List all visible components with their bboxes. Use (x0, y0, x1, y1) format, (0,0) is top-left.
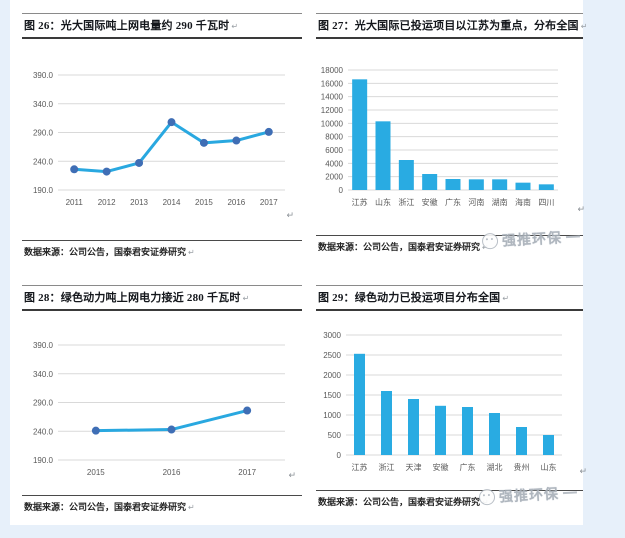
paragraph-return-icon: ↵ (579, 467, 587, 477)
svg-text:广东: 广东 (445, 197, 461, 207)
figure-27-source: 数据来源：公司公告，国泰君安证券研究 ↵ (316, 235, 583, 253)
svg-text:2015: 2015 (87, 468, 105, 477)
source-label: 数据来源：公司公告，国泰君安证券研究 (24, 502, 187, 512)
source-label: 数据来源：公司公告，国泰君安证券研究 (318, 242, 481, 252)
document-paper: 图 26：光大国际吨上网电量约 290 千瓦时 ↵ 190.0 240.0 290.0… (10, 0, 587, 525)
svg-text:18000: 18000 (321, 66, 344, 75)
svg-text:2000: 2000 (325, 173, 343, 182)
svg-text:2000: 2000 (323, 371, 341, 380)
svg-text:2500: 2500 (323, 351, 341, 360)
svg-text:天津: 天津 (406, 462, 422, 472)
figure-29-title-text: 图 29：绿色动力已投运项目分布全国 (318, 292, 501, 304)
svg-text:2017: 2017 (260, 198, 278, 207)
svg-text:湖北: 湖北 (487, 463, 503, 472)
svg-text:4000: 4000 (325, 159, 343, 168)
svg-text:山东: 山东 (541, 462, 557, 472)
figure-28: 图 28：绿色动力吨上网电力接近 280 千瓦时 ↵ 190.0 240.0 290.… (22, 285, 302, 515)
paragraph-return-icon: ↵ (580, 22, 588, 31)
svg-text:安徽: 安徽 (433, 462, 449, 472)
svg-text:江苏: 江苏 (352, 197, 368, 207)
svg-text:190.0: 190.0 (33, 456, 54, 465)
svg-text:2014: 2014 (163, 198, 181, 207)
line-chart-fig28: 190.0 240.0 290.0 340.0 390.0 2015 2016 2017 (22, 335, 300, 490)
figure-26-title-text: 图 26：光大国际吨上网电量约 290 千瓦时 (24, 20, 230, 32)
figure-27-title-text: 图 27：光大国际已投运项目以江苏为重点，分布全国 (318, 20, 579, 32)
line-chart-fig26: 190.0 240.0 290.0 340.0 390.0 2011 2012 2013 201… (22, 65, 300, 220)
chart-svg: 0 2000 4000 6000 8000 10000 12000 14000 16000 180… (321, 66, 558, 207)
svg-text:安徽: 安徽 (422, 197, 438, 207)
svg-text:290.0: 290.0 (33, 129, 54, 138)
svg-text:340.0: 340.0 (33, 100, 54, 109)
svg-text:江苏: 江苏 (352, 462, 368, 472)
figure-27-title: 图 27：光大国际已投运项目以江苏为重点，分布全国 ↵ (316, 13, 587, 39)
svg-text:0: 0 (337, 451, 342, 460)
svg-text:贵州: 贵州 (514, 462, 530, 472)
svg-text:290.0: 290.0 (33, 399, 54, 408)
svg-text:1000: 1000 (323, 411, 341, 420)
svg-text:2016: 2016 (227, 198, 245, 207)
svg-text:10000: 10000 (321, 119, 344, 128)
svg-text:16000: 16000 (321, 79, 344, 88)
bar-chart-fig27: 0 2000 4000 6000 8000 10000 12000 14000 16000 180… (316, 62, 581, 219)
paragraph-return-icon: ↵ (242, 294, 250, 303)
figure-28-title-text: 图 28：绿色动力吨上网电力接近 280 千瓦时 (24, 292, 241, 304)
figure-26: 图 26：光大国际吨上网电量约 290 千瓦时 ↵ 190.0 240.0 290.0… (22, 13, 302, 260)
svg-text:湖南: 湖南 (492, 197, 508, 207)
figure-27: 图 27：光大国际已投运项目以江苏为重点，分布全国 ↵ 0 2000 4000 6000… (316, 13, 587, 254)
figure-28-title: 图 28：绿色动力吨上网电力接近 280 千瓦时 ↵ (22, 285, 302, 311)
paragraph-return-icon: ↵ (188, 248, 195, 257)
paragraph-return-icon: ↵ (577, 205, 585, 215)
chart-svg: 190.0 240.0 290.0 340.0 390.0 2011 2012 2013 201… (33, 71, 285, 207)
svg-text:2015: 2015 (195, 198, 213, 207)
svg-text:广东: 广东 (460, 462, 476, 472)
paragraph-return-icon: ↵ (502, 294, 510, 303)
svg-text:0: 0 (339, 186, 344, 195)
svg-text:500: 500 (328, 431, 342, 440)
chart-svg: 190.0 240.0 290.0 340.0 390.0 2015 2016 2017 (33, 341, 285, 477)
paragraph-return-icon: ↵ (188, 503, 195, 512)
svg-text:河南: 河南 (468, 197, 484, 207)
svg-text:14000: 14000 (321, 93, 344, 102)
source-label: 数据来源：公司公告，国泰君安证券研究 (318, 497, 481, 507)
svg-text:2012: 2012 (98, 198, 116, 207)
figure-29-title: 图 29：绿色动力已投运项目分布全国 ↵ (316, 285, 583, 311)
svg-text:390.0: 390.0 (33, 71, 54, 80)
svg-text:海南: 海南 (515, 197, 531, 207)
chart-svg: 0 500 1000 1500 2000 2500 3000 江苏 浙江 天津 安徽 广东 湖北 贵州 山东 (323, 331, 562, 472)
svg-text:240.0: 240.0 (33, 157, 54, 166)
svg-text:1500: 1500 (323, 391, 341, 400)
figure-29: 图 29：绿色动力已投运项目分布全国 ↵ 0 500 1000 1500 2000 2500… (316, 285, 587, 511)
svg-text:340.0: 340.0 (33, 370, 54, 379)
paragraph-return-icon: ↵ (288, 471, 296, 481)
svg-text:浙江: 浙江 (398, 197, 414, 207)
svg-text:2011: 2011 (66, 198, 84, 207)
svg-text:240.0: 240.0 (33, 427, 54, 436)
source-label: 数据来源：公司公告，国泰君安证券研究 (24, 247, 187, 257)
svg-text:8000: 8000 (325, 133, 343, 142)
svg-text:190.0: 190.0 (33, 186, 54, 195)
svg-text:2017: 2017 (238, 468, 256, 477)
figure-26-source: 数据来源：公司公告，国泰君安证券研究 ↵ (22, 240, 302, 258)
figure-28-source: 数据来源：公司公告，国泰君安证券研究 ↵ (22, 495, 302, 513)
svg-text:山东: 山东 (375, 197, 391, 207)
paragraph-return-icon: ↵ (286, 211, 294, 221)
paragraph-return-icon: ↵ (482, 243, 489, 252)
svg-text:3000: 3000 (323, 331, 341, 340)
figure-29-source: 数据来源：公司公告，国泰君安证券研究 ↵ (316, 490, 583, 508)
bar-chart-fig29: 0 500 1000 1500 2000 2500 3000 江苏 浙江 天津 安徽 广东 湖北 贵州 山东 (316, 325, 581, 484)
svg-text:6000: 6000 (325, 146, 343, 155)
paragraph-return-icon: ↵ (231, 22, 239, 31)
svg-text:浙江: 浙江 (379, 462, 395, 472)
svg-text:12000: 12000 (321, 106, 344, 115)
figure-26-title: 图 26：光大国际吨上网电量约 290 千瓦时 ↵ (22, 13, 302, 39)
svg-text:四川: 四川 (538, 198, 554, 207)
svg-text:2016: 2016 (163, 468, 181, 477)
svg-text:2013: 2013 (130, 198, 148, 207)
paragraph-return-icon: ↵ (482, 498, 489, 507)
svg-text:390.0: 390.0 (33, 341, 54, 350)
